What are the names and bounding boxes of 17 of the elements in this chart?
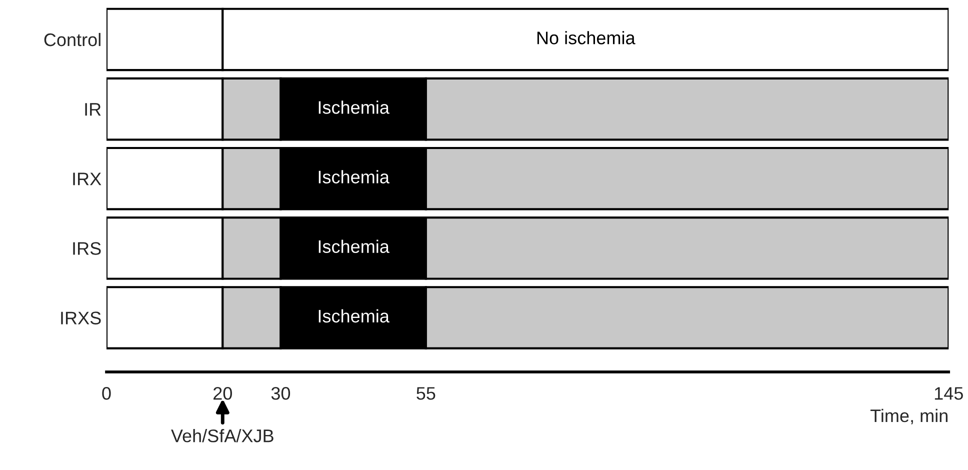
y-tick-label: IRS xyxy=(73,242,101,255)
x-tick-label: 30 xyxy=(271,387,290,400)
y-tick-label: Control xyxy=(44,32,100,46)
y-tick-label: IRX xyxy=(73,172,102,186)
annotation: Veh/SfA/XJB xyxy=(171,429,274,442)
data-label: No ischemia xyxy=(537,31,636,44)
x-tick-label: 55 xyxy=(416,387,436,400)
data-label: Ischemia xyxy=(318,170,390,184)
data-label: Ischemia xyxy=(318,309,390,323)
data-label: Ischemia xyxy=(318,100,390,114)
x-axis-title: Time, min xyxy=(870,408,948,424)
x-tick-label: 20 xyxy=(214,387,232,400)
data-label: Ischemia xyxy=(318,240,390,254)
x-tick-label: 0 xyxy=(102,387,111,400)
x-tick-label: 145 xyxy=(934,387,963,400)
y-tick-label: IR xyxy=(85,103,101,116)
y-tick-label: IRXS xyxy=(61,312,101,324)
